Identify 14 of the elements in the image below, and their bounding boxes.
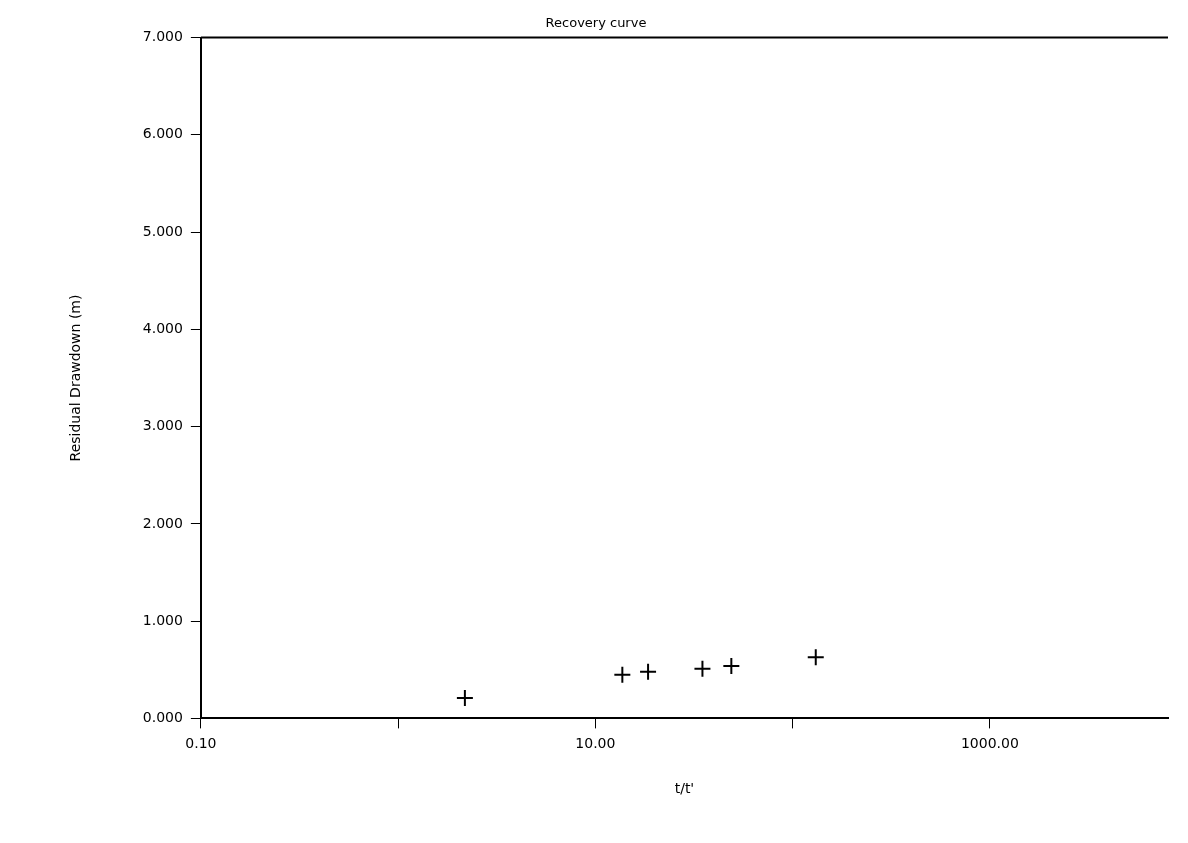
y-tick-label: 1.000	[142, 611, 183, 628]
x-tick-label: 1000.00	[960, 735, 1019, 752]
x-tick-label: 0.10	[185, 735, 217, 752]
y-tick-label: 2.000	[142, 514, 183, 531]
chart-title: Recovery curve	[545, 15, 647, 31]
y-tick-label: 0.000	[142, 709, 183, 726]
y-tick-label: 4.000	[142, 320, 183, 337]
y-tick-label: 5.000	[142, 222, 183, 239]
x-tick-label: 10.00	[575, 735, 616, 752]
y-tick-label: 7.000	[142, 28, 183, 45]
y-tick-label: 3.000	[142, 417, 183, 434]
y-tick-label: 6.000	[142, 125, 183, 142]
x-axis-title: t/t'	[674, 780, 695, 797]
y-axis-title: Residual Drawdown (m)	[67, 294, 84, 462]
